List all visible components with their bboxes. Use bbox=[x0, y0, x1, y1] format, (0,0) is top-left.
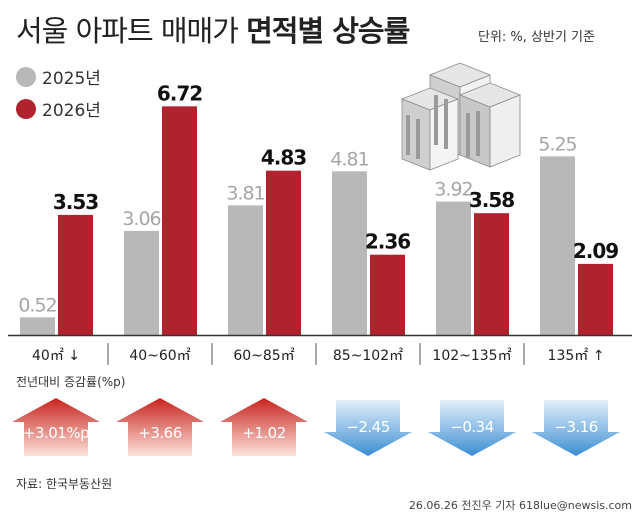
down-arrow-4 bbox=[428, 400, 516, 456]
change-title: 전년대비 증감률(%p) bbox=[16, 375, 126, 389]
legend-label-2025: 2025년 bbox=[42, 69, 101, 89]
change-label-0: +3.01%p bbox=[23, 424, 89, 442]
legend-item-2026: 2026년 bbox=[16, 96, 101, 121]
tick-label-3: 85~102㎡ bbox=[333, 348, 403, 364]
apartment-buildings-icon bbox=[400, 62, 522, 171]
change-label-5: −3.16 bbox=[554, 418, 597, 436]
up-arrow-2 bbox=[220, 398, 308, 456]
tick-label-0: 40㎡ ↓ bbox=[32, 348, 80, 364]
source-note: 자료: 한국부동산원 bbox=[16, 477, 113, 491]
change-label-4: −0.34 bbox=[450, 418, 493, 436]
tick-label-4: 102~135㎡ bbox=[432, 348, 511, 364]
bar-2025-2 bbox=[228, 205, 263, 335]
bar-2025-0 bbox=[20, 317, 55, 335]
bar-2025-3 bbox=[332, 171, 367, 335]
change-label-1: +3.66 bbox=[138, 424, 181, 442]
value-label-2026-5: 2.09 bbox=[573, 239, 618, 263]
page-title: 서울 아파트 매매가 면적별 상승률 bbox=[16, 8, 410, 50]
value-label-2025-1: 3.06 bbox=[122, 208, 160, 230]
legend-item-2025: 2025년 bbox=[16, 64, 101, 89]
value-label-2025-5: 5.25 bbox=[538, 133, 576, 155]
value-label-2026-2: 4.83 bbox=[261, 146, 306, 170]
value-label-2026-4: 3.58 bbox=[469, 188, 514, 212]
credit-note: 26.06.26 전진우 기자 618lue@newsis.com bbox=[408, 499, 632, 512]
bar-2026-3 bbox=[370, 254, 405, 335]
title-bold: 면적별 상승률 bbox=[246, 14, 410, 48]
value-label-2025-3: 4.81 bbox=[330, 148, 368, 170]
legend-swatch-2026 bbox=[16, 98, 36, 119]
change-label-3: −2.45 bbox=[346, 418, 389, 436]
legend-label-2026: 2026년 bbox=[42, 101, 101, 121]
tick-label-5: 135㎡ ↑ bbox=[548, 348, 605, 364]
bar-2025-1 bbox=[124, 230, 159, 335]
bar-2026-4 bbox=[474, 213, 509, 335]
value-label-2025-4: 3.92 bbox=[434, 179, 472, 201]
legend-swatch-2025 bbox=[16, 66, 36, 87]
change-label-2: +1.02 bbox=[242, 424, 285, 442]
bar-2026-5 bbox=[578, 263, 613, 335]
value-label-2026-3: 2.36 bbox=[365, 230, 410, 254]
bar-2026-0 bbox=[58, 214, 93, 335]
title-normal: 서울 아파트 매매가 bbox=[16, 14, 247, 48]
value-label-2025-2: 3.81 bbox=[226, 182, 264, 204]
tick-label-2: 60~85㎡ bbox=[233, 348, 294, 364]
bar-2026-1 bbox=[162, 106, 197, 335]
value-label-2026-0: 3.53 bbox=[53, 190, 98, 214]
down-arrow-5 bbox=[532, 400, 620, 456]
bar-2026-2 bbox=[266, 170, 301, 335]
tick-label-1: 40~60㎡ bbox=[129, 348, 190, 364]
up-arrow-0 bbox=[12, 398, 100, 456]
value-label-2026-1: 6.72 bbox=[157, 81, 202, 105]
up-arrow-1 bbox=[116, 398, 204, 456]
value-label-2025-0: 0.52 bbox=[18, 294, 56, 316]
bar-2025-5 bbox=[540, 156, 575, 335]
bar-2025-4 bbox=[436, 201, 471, 335]
down-arrow-3 bbox=[324, 400, 412, 456]
unit-note: 단위: %, 상반기 기준 bbox=[478, 30, 595, 45]
